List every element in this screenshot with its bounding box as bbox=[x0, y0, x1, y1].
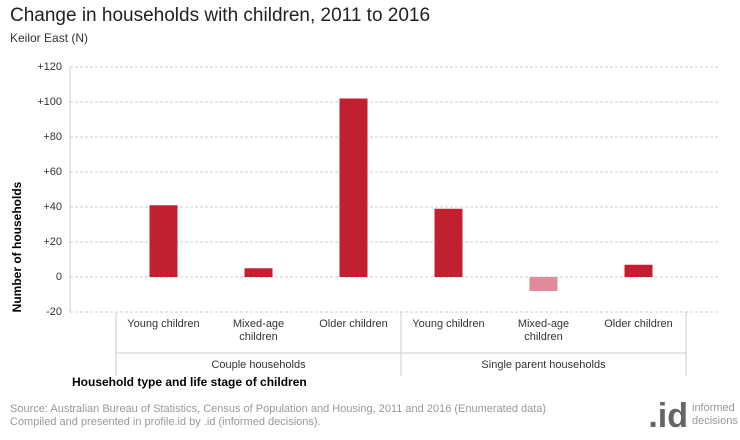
chart-subtitle: Keilor East (N) bbox=[10, 31, 88, 45]
source: Source: Australian Bureau of Statistics,… bbox=[10, 403, 546, 415]
logo-text: decisions bbox=[692, 415, 738, 427]
y-tick-label: 0 bbox=[56, 271, 62, 283]
x-tick-label: Young children bbox=[127, 318, 200, 330]
bar bbox=[149, 205, 178, 277]
y-tick-label: -20 bbox=[46, 306, 62, 318]
bar bbox=[529, 277, 558, 291]
x-tick-label: Mixed-age children bbox=[232, 318, 285, 343]
x-tick-label: Mixed-age children bbox=[517, 318, 570, 343]
chart-title: Change in households with children, 2011… bbox=[10, 5, 430, 26]
y-tick-label: +40 bbox=[43, 201, 62, 213]
y-tick-label: +20 bbox=[43, 236, 62, 248]
compiled: Compiled and presented in profile.id by … bbox=[10, 416, 321, 428]
x-tick-label: Young children bbox=[412, 318, 485, 330]
bar bbox=[434, 208, 463, 277]
y-tick-label: +120 bbox=[37, 61, 62, 73]
y-tick-label: +100 bbox=[37, 96, 62, 108]
group-label: Single parent households bbox=[481, 359, 606, 371]
y-tick-label: +80 bbox=[43, 131, 62, 143]
x-axis-title: Household type and life stage of childre… bbox=[72, 375, 307, 389]
x-tick-label: Older children bbox=[604, 318, 673, 330]
y-tick-label: +60 bbox=[43, 166, 62, 178]
y-axis-title: Number of households bbox=[10, 181, 24, 312]
group-label: Couple households bbox=[211, 359, 306, 371]
logo-mark: .id bbox=[648, 397, 688, 435]
bar bbox=[624, 264, 653, 277]
x-tick-label: Older children bbox=[319, 318, 388, 330]
logo-text: informed bbox=[692, 402, 735, 414]
bar bbox=[244, 268, 273, 277]
bar bbox=[339, 98, 368, 277]
